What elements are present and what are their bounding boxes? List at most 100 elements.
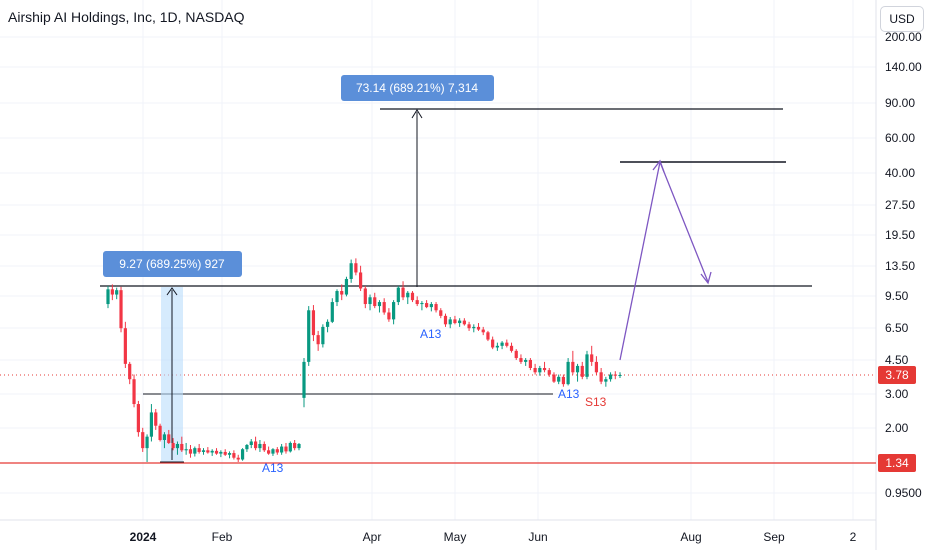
candle-body: [223, 451, 227, 455]
candle-body: [149, 412, 154, 437]
marker-a13-3: A13: [558, 387, 580, 401]
candle-body: [373, 297, 377, 307]
candle-body: [302, 361, 306, 398]
candle-body: [599, 372, 603, 382]
candle-body: [415, 300, 419, 305]
measure-label-box-1: [103, 251, 242, 277]
candle-body: [321, 326, 325, 345]
candle-body: [514, 350, 518, 359]
candle-body: [604, 379, 608, 382]
candle-body: [267, 450, 271, 454]
candle-body: [171, 442, 175, 449]
candle-body: [158, 425, 162, 441]
candle-body: [439, 310, 443, 316]
measure-label-box-2: [341, 75, 494, 101]
candle-body: [401, 287, 405, 298]
time-tick: Jun: [528, 530, 547, 544]
candle-body: [519, 358, 523, 362]
price-tick: 140.00: [885, 60, 922, 74]
candle-body: [590, 354, 594, 362]
candle-body: [219, 451, 223, 454]
candle-body: [533, 367, 537, 373]
candle-body: [472, 326, 476, 329]
candle-body: [253, 441, 258, 449]
price-tick: 2.00: [885, 421, 909, 435]
candle-body: [429, 304, 433, 308]
candle-body: [396, 287, 400, 303]
candle-body: [363, 288, 367, 305]
candle-body: [197, 448, 201, 452]
candle-body: [458, 320, 462, 324]
marker-s13: S13: [585, 395, 607, 409]
candle-body: [128, 363, 132, 380]
candle-body: [509, 345, 514, 351]
candle-body: [425, 303, 429, 308]
candle-body: [608, 374, 613, 380]
candle-body: [184, 449, 188, 451]
candle-body: [288, 442, 292, 452]
candle-body: [162, 434, 167, 441]
time-tick: 2: [850, 530, 857, 544]
candle-body: [123, 328, 127, 364]
candle-body: [377, 302, 382, 307]
candle-body: [538, 367, 542, 373]
candle-body: [136, 404, 140, 433]
candle-body: [188, 449, 193, 454]
projection-path[interactable]: [619, 159, 709, 361]
candle-body: [566, 361, 570, 385]
last-price-value: 3.78: [885, 368, 909, 382]
support-price-value: 1.34: [885, 456, 909, 470]
candle-body: [141, 432, 145, 449]
candle-body: [557, 376, 561, 382]
price-tick: 90.00: [885, 96, 915, 110]
candle-body: [154, 412, 158, 426]
marker-a13-1: A13: [420, 327, 442, 341]
candle-body: [262, 443, 266, 451]
time-tick: 2024: [130, 530, 157, 544]
price-axis[interactable]: 200.00 140.00 90.00 60.00 40.00 27.50 19.50 13.…: [885, 30, 922, 500]
candle-body: [201, 450, 206, 452]
measure-arrowhead-1: [166, 287, 178, 296]
candle-body: [368, 297, 372, 305]
candle-body: [410, 292, 415, 301]
time-tick: Feb: [212, 530, 233, 544]
candle-body: [453, 319, 457, 324]
candle-body: [335, 291, 339, 303]
candle-body: [227, 453, 232, 455]
candle-body: [406, 292, 410, 298]
candle-body: [618, 375, 622, 376]
candle-body: [271, 449, 275, 454]
price-tick: 200.00: [885, 30, 922, 44]
candles: [106, 258, 622, 462]
price-tick: 9.50: [885, 289, 909, 303]
candle-body: [106, 289, 110, 305]
support-price-tag: [878, 454, 916, 472]
candle-body: [392, 302, 396, 320]
time-tick: Apr: [363, 530, 382, 544]
candle-body: [500, 342, 504, 346]
candle-body: [613, 374, 617, 376]
candle-body: [486, 332, 490, 340]
candle-body: [491, 339, 495, 348]
time-tick: May: [444, 530, 467, 544]
candle-body: [206, 450, 210, 453]
candle-body: [495, 345, 499, 348]
last-price-tag: [878, 366, 916, 384]
candle-body: [561, 376, 566, 385]
price-tick: 6.50: [885, 321, 909, 335]
time-axis[interactable]: 2024 Feb Apr May Jun Aug Sep 2: [130, 530, 857, 544]
candle-body: [585, 354, 589, 377]
candle-body: [325, 321, 330, 327]
candle-body: [214, 450, 219, 454]
currency-button[interactable]: USD: [880, 6, 924, 32]
price-tick: 40.00: [885, 166, 915, 180]
candle-body: [330, 302, 334, 322]
candle-body: [115, 290, 119, 295]
candle-body: [307, 310, 311, 362]
candle-body: [467, 324, 471, 329]
candle-body: [193, 448, 197, 454]
candle-body: [594, 361, 599, 373]
candle-body: [245, 444, 249, 450]
price-tick: 3.00: [885, 387, 909, 401]
